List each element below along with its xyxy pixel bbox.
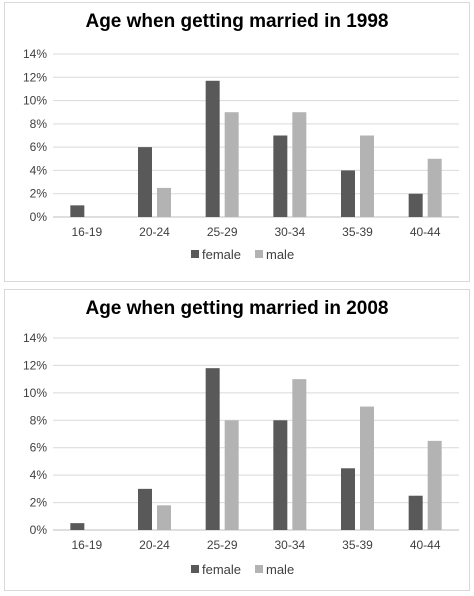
y-tick-label: 6% <box>30 441 48 455</box>
y-tick-label: 2% <box>30 496 48 510</box>
bar-male-40-44 <box>427 440 442 530</box>
y-tick-label: 10% <box>23 94 47 108</box>
bar-male-25-29 <box>224 420 239 530</box>
bar-female-16-19 <box>70 523 85 530</box>
bar-female-40-44 <box>408 495 423 530</box>
y-tick-label: 6% <box>30 140 48 154</box>
legend-label-male: male <box>266 247 294 262</box>
legend-label-male: male <box>266 562 294 577</box>
x-tick-label: 20-24 <box>139 538 170 552</box>
y-tick-label: 12% <box>23 70 47 84</box>
bar-female-40-44 <box>408 193 423 217</box>
legend-label-female: female <box>202 562 241 577</box>
x-tick-label: 35-39 <box>342 225 373 239</box>
chart-1998-plot: 0% 2% 4% 6% 8% 10% 12% 14% 16-19 20-24 25-29 30-34 3… <box>23 47 459 262</box>
bar-female-20-24 <box>138 488 152 530</box>
bar-female-30-34 <box>273 135 288 217</box>
x-tick-label: 35-39 <box>342 538 373 552</box>
bar-male-20-24 <box>157 187 171 217</box>
x-tick-label: 40-44 <box>410 538 441 552</box>
bar-female-35-39 <box>341 170 355 217</box>
y-tick-label: 8% <box>30 117 48 131</box>
y-tick-label: 14% <box>23 331 47 345</box>
bar-female-16-19 <box>70 205 85 217</box>
bar-male-25-29 <box>224 112 239 217</box>
bar-male-40-44 <box>427 158 442 217</box>
bar-male-30-34 <box>292 112 307 217</box>
chart-1998: Age when getting married in 1998 0% 2% 4% 6… <box>4 2 470 282</box>
legend-swatch-male <box>255 250 263 258</box>
y-tick-label: 0% <box>30 523 48 537</box>
y-tick-label: 0% <box>30 210 48 224</box>
y-tick-label: 14% <box>23 47 47 61</box>
x-tick-label: 30-34 <box>274 225 305 239</box>
chart-title: Age when getting married in 1998 <box>85 11 389 32</box>
x-tick-label: 25-29 <box>207 538 238 552</box>
bar-female-25-29 <box>205 368 220 530</box>
x-tick-label: 25-29 <box>207 225 238 239</box>
bar-male-20-24 <box>157 505 171 530</box>
y-tick-label: 12% <box>23 358 47 372</box>
x-tick-label: 20-24 <box>139 225 170 239</box>
x-tick-label: 16-19 <box>71 538 102 552</box>
chart-title: Age when getting married in 2008 <box>85 298 389 319</box>
x-tick-label: 40-44 <box>410 225 441 239</box>
bar-female-20-24 <box>138 147 152 217</box>
x-tick-label: 30-34 <box>274 538 305 552</box>
bar-male-35-39 <box>360 406 374 530</box>
bar-male-30-34 <box>292 379 307 530</box>
bar-female-35-39 <box>341 468 355 530</box>
legend-label-female: female <box>202 247 241 262</box>
y-tick-label: 8% <box>30 413 48 427</box>
y-tick-label: 4% <box>30 163 48 177</box>
bar-female-25-29 <box>205 80 220 218</box>
chart-2008-plot: 0% 2% 4% 6% 8% 10% 12% 14% 16-19 20-24 25-29 30-34 3… <box>23 331 459 577</box>
legend-swatch-male <box>255 565 263 573</box>
x-tick-label: 16-19 <box>71 225 102 239</box>
y-tick-label: 4% <box>30 468 48 482</box>
legend-swatch-female <box>191 565 199 573</box>
y-tick-label: 2% <box>30 187 48 201</box>
bar-female-30-34 <box>273 420 288 530</box>
legend-swatch-female <box>191 250 199 258</box>
chart-2008: Age when getting married in 2008 0% 2% 4% 6… <box>4 289 470 591</box>
y-tick-label: 10% <box>23 386 47 400</box>
bar-male-35-39 <box>360 135 374 217</box>
